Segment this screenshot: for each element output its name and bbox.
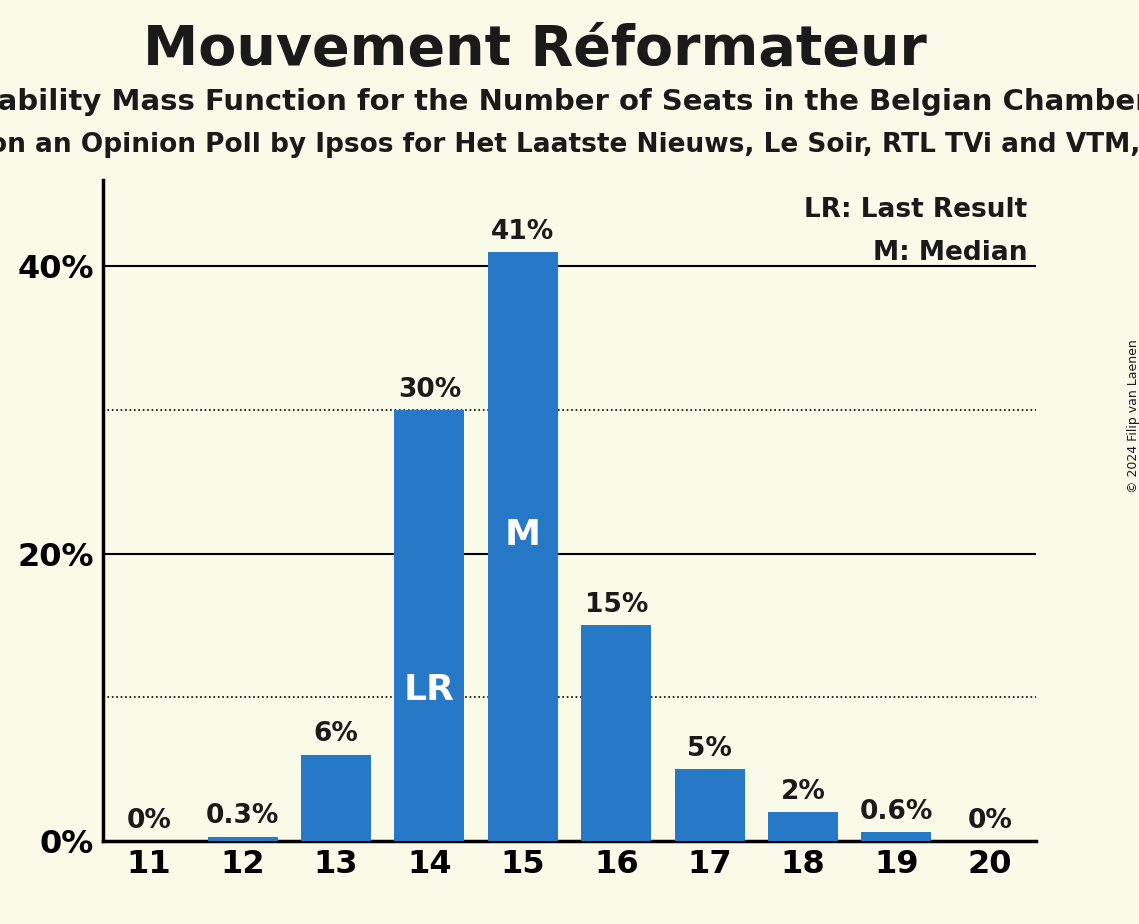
Text: 0.6%: 0.6%	[860, 799, 933, 825]
Text: LR: Last Result: LR: Last Result	[804, 197, 1027, 223]
Text: 2%: 2%	[780, 779, 826, 805]
Text: 6%: 6%	[313, 722, 359, 748]
Text: M: M	[505, 517, 541, 552]
Text: 0.3%: 0.3%	[206, 803, 279, 830]
Text: Mouvement Réformateur: Mouvement Réformateur	[144, 23, 927, 77]
Text: on an Opinion Poll by Ipsos for Het Laatste Nieuws, Le Soir, RTL TVi and VTM, 29: on an Opinion Poll by Ipsos for Het Laat…	[0, 132, 1139, 158]
Bar	[207, 836, 278, 841]
Text: 15%: 15%	[584, 592, 648, 618]
Bar	[674, 769, 745, 841]
Bar	[768, 812, 838, 841]
Text: M: Median: M: Median	[872, 239, 1027, 265]
Bar	[581, 626, 652, 841]
Text: 41%: 41%	[491, 219, 555, 245]
Text: Probability Mass Function for the Number of Seats in the Belgian Chamber: Probability Mass Function for the Number…	[0, 88, 1139, 116]
Text: © 2024 Filip van Laenen: © 2024 Filip van Laenen	[1126, 339, 1139, 492]
Text: 30%: 30%	[398, 377, 461, 403]
Bar	[487, 252, 558, 841]
Bar	[394, 410, 465, 841]
Text: 0%: 0%	[967, 808, 1013, 833]
Bar	[301, 755, 371, 841]
Bar	[861, 833, 932, 841]
Text: 5%: 5%	[687, 736, 732, 762]
Text: 0%: 0%	[126, 808, 172, 833]
Text: LR: LR	[404, 673, 454, 707]
